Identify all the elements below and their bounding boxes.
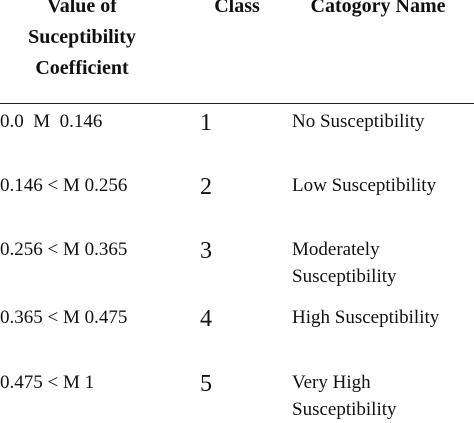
- category-cell: No Susceptibility: [292, 111, 425, 132]
- category-cell: Susceptibility: [292, 399, 397, 420]
- header-cell: Coefficient: [35, 57, 129, 79]
- class-cell: 4: [200, 306, 212, 332]
- range-cell: 0.365 < M 0.475: [0, 307, 128, 328]
- class-cell: 1: [200, 110, 212, 136]
- category-cell: Very High: [292, 372, 371, 393]
- header-cell: Suceptibility: [28, 26, 136, 48]
- range-cell: 0.256 < M 0.365: [0, 239, 128, 260]
- category-cell: Low Susceptibility: [292, 175, 437, 196]
- class-cell: 3: [200, 238, 212, 264]
- header-rule: [0, 103, 474, 104]
- header-cell: Value of: [47, 0, 117, 17]
- category-cell: Susceptibility: [292, 266, 397, 287]
- range-cell: 0.146 < M 0.256: [0, 175, 128, 196]
- class-cell: 2: [200, 174, 212, 200]
- range-cell: 0.0 M 0.146: [0, 111, 103, 132]
- header-cell: Catogory Name: [310, 0, 446, 17]
- range-cell: 0.475 < M 1: [0, 372, 95, 393]
- header-cell: Class: [214, 0, 260, 17]
- category-cell: High Susceptibility: [292, 307, 440, 328]
- category-cell: Moderately: [292, 239, 380, 260]
- class-cell: 5: [200, 371, 212, 397]
